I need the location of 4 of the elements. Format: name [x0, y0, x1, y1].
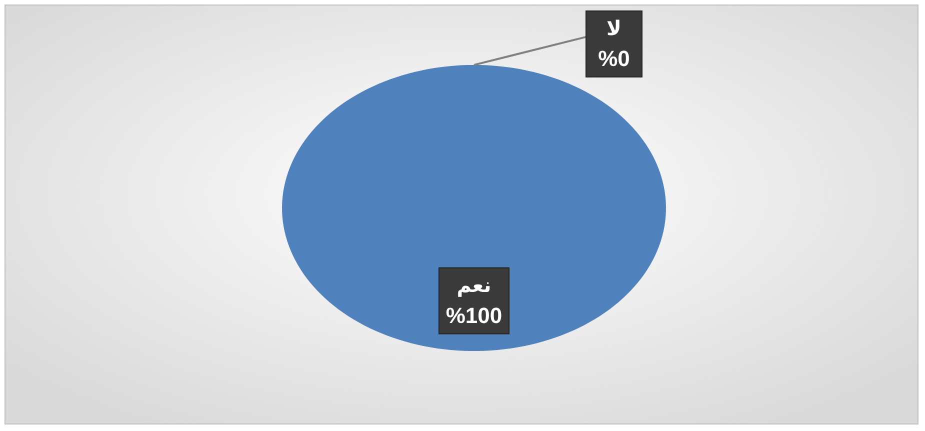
category-label: لا: [606, 16, 622, 40]
data-label: %100: [446, 302, 502, 328]
slice-label: نعم: [456, 272, 492, 297]
text: %0: [598, 46, 630, 71]
